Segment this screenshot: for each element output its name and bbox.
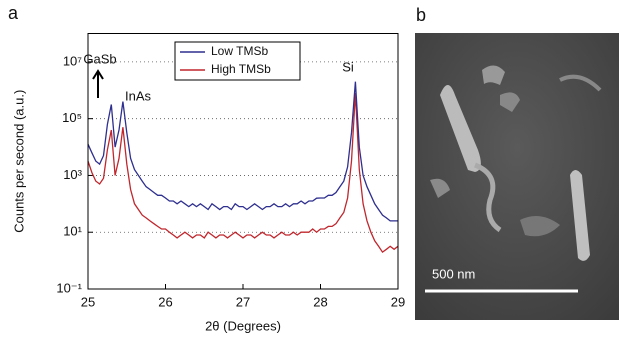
- y-tick-label: 10⁷: [63, 53, 82, 68]
- y-tick-label: 10¹: [63, 224, 82, 239]
- annotation: GaSb: [83, 51, 116, 66]
- y-tick-label: 10⁵: [62, 110, 82, 125]
- scale-bar-label: 500 nm: [432, 266, 475, 281]
- x-tick-label: 29: [391, 294, 405, 309]
- y-tick-label: 10⁻¹: [56, 280, 82, 295]
- x-tick-label: 25: [81, 294, 95, 309]
- x-tick-label: 28: [313, 294, 327, 309]
- plot-frame: [87, 33, 399, 290]
- y-tick-label: 10³: [63, 167, 82, 182]
- panel-label: b: [416, 5, 426, 25]
- x-tick-label: 26: [158, 294, 172, 309]
- annotation: Si: [342, 59, 354, 74]
- series-line: [87, 81, 398, 222]
- x-tick-label: 27: [236, 294, 250, 309]
- legend-box: [174, 41, 301, 81]
- legend-label: High TMSb: [211, 62, 271, 76]
- legend-label: Low TMSb: [211, 44, 268, 58]
- panel-label: a: [8, 3, 19, 23]
- y-axis-label: Counts per second (a.u.): [11, 90, 26, 233]
- series-line: [87, 92, 399, 254]
- annotation: InAs: [125, 88, 152, 103]
- annotation-arrow: [92, 69, 104, 98]
- sem-image: [415, 33, 619, 320]
- x-axis-label: 2θ (Degrees): [205, 318, 281, 333]
